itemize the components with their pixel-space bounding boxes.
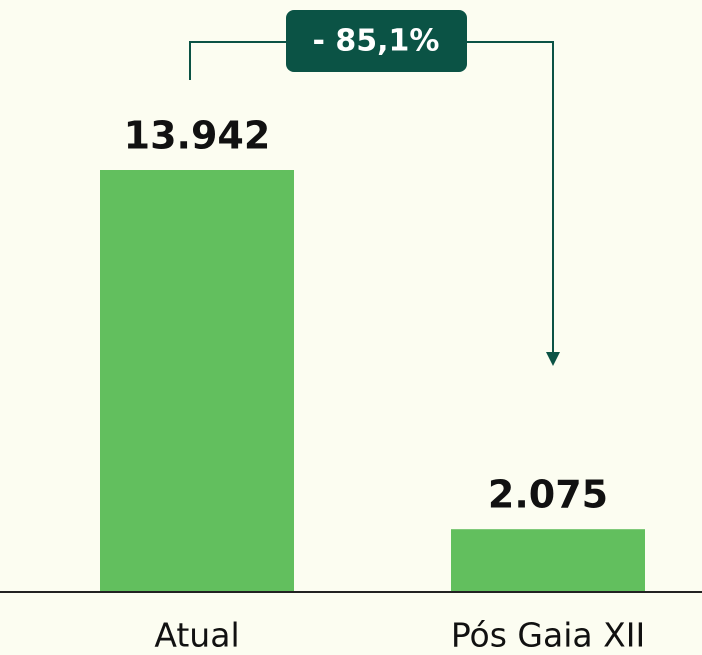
category-label: Atual xyxy=(154,616,239,655)
annotation: - 85,1% xyxy=(313,24,440,59)
value-label: 2.075 xyxy=(488,473,608,517)
arrow-head xyxy=(546,352,560,366)
value-label: 13.942 xyxy=(124,114,271,158)
annotation-box xyxy=(286,10,467,72)
bracket-left xyxy=(189,41,290,80)
bar xyxy=(100,170,294,592)
category-label: Pós Gaia XII xyxy=(451,616,645,655)
bracket-right xyxy=(463,41,554,356)
bar xyxy=(451,529,645,592)
